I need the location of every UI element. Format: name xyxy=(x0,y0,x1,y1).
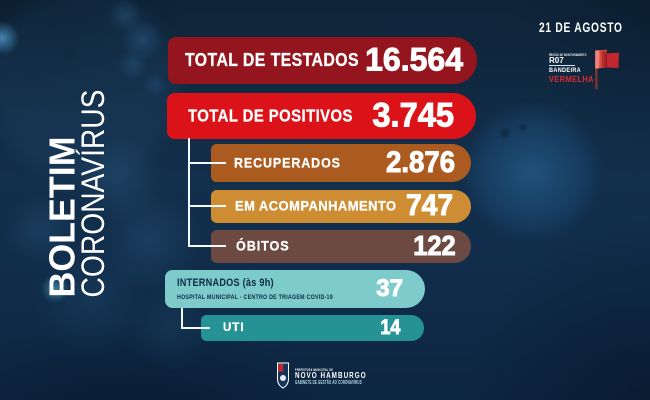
svg-text:BOLETIM: BOLETIM xyxy=(42,137,83,298)
svg-text:CORONAVÍRUS: CORONAVÍRUS xyxy=(75,90,111,298)
